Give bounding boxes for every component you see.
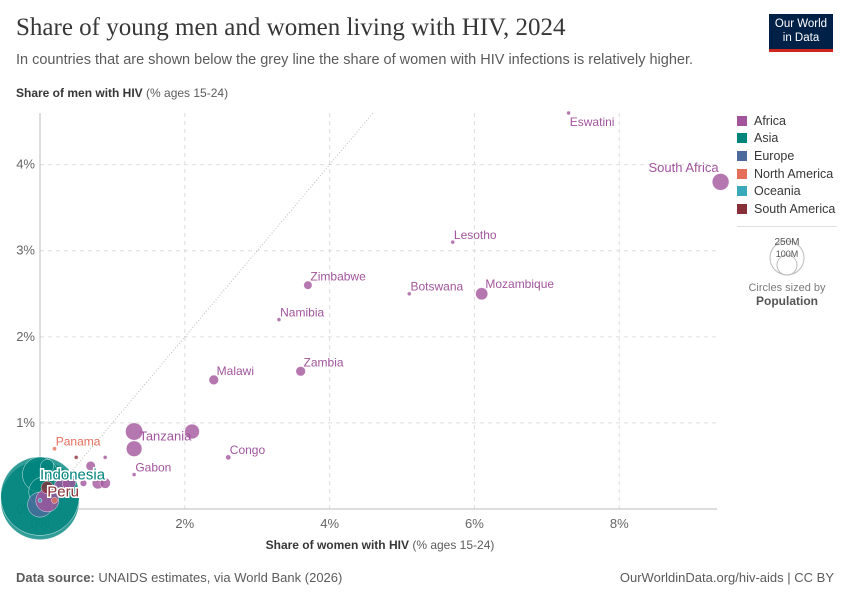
x-axis-label: Share of women with HIV (% ages 15-24) — [265, 538, 495, 552]
point-label: Eswatini — [570, 115, 615, 129]
data-point — [125, 422, 143, 441]
legend-item-europe[interactable]: Europe — [737, 147, 835, 165]
owid-logo[interactable]: Our World in Data — [769, 14, 833, 52]
data-point — [99, 477, 111, 489]
legend-item-africa[interactable]: Africa — [737, 112, 835, 130]
point-label: Malawi — [217, 364, 254, 378]
point-label: Panama — [56, 434, 101, 448]
x-tick-label: 2% — [175, 516, 194, 531]
point-label: Zambia — [304, 355, 344, 369]
data-point — [712, 173, 730, 191]
data-point — [52, 446, 57, 452]
footer-url[interactable]: OurWorldinData.org/hiv-aids | CC BY — [619, 570, 834, 585]
chart-subtitle: In countries that are shown below the gr… — [16, 52, 694, 68]
y-tick-label: 2% — [16, 329, 35, 344]
data-point — [85, 461, 96, 471]
size-legend-circles: 250M 100M — [769, 237, 805, 276]
data-point — [62, 476, 76, 491]
x-tick-label: 4% — [320, 516, 339, 531]
point-label: Tanzania — [139, 429, 192, 444]
point-label: Mozambique — [485, 277, 554, 291]
data-point — [295, 366, 306, 377]
point-label: Zimbabwe — [310, 270, 366, 284]
data-point — [79, 479, 87, 487]
x-tick-label: 6% — [465, 516, 484, 531]
data-point — [40, 459, 55, 473]
y-axis-label: Share of men with HIV (% ages 15-24) — [16, 86, 229, 100]
data-point — [51, 497, 58, 504]
data-point — [225, 454, 232, 461]
size-legend-big: 250M — [774, 237, 799, 248]
data-point — [276, 317, 282, 322]
data-point — [126, 440, 143, 457]
reference-line-equal-share — [39, 112, 374, 510]
point-label: Botswana — [410, 280, 463, 294]
data-point — [184, 423, 200, 440]
data-point — [566, 110, 571, 116]
data-point — [74, 455, 79, 460]
data-source: Data source: UNAIDS estimates, via World… — [16, 570, 343, 585]
point-label: Namibia — [280, 305, 324, 319]
point-label: South Africa — [649, 160, 720, 175]
data-point — [37, 498, 43, 503]
size-legend-caption: Circles sized by — [748, 282, 826, 294]
chart-title: Share of young men and women living with… — [16, 14, 566, 41]
point-label: Peru — [47, 483, 79, 500]
y-tick-label: 1% — [16, 415, 35, 430]
point-label: Lesotho — [454, 228, 497, 242]
data-point — [450, 239, 455, 245]
legend-item-south-america[interactable]: South America — [737, 200, 835, 218]
legend-item-north-america[interactable]: North America — [737, 165, 835, 183]
y-tick-label: 3% — [16, 243, 35, 258]
data-point — [102, 455, 108, 460]
data-point — [131, 472, 137, 477]
legend-item-oceania[interactable]: Oceania — [737, 182, 835, 200]
legend-item-asia[interactable]: Asia — [737, 130, 835, 148]
data-point — [208, 374, 219, 385]
data-point — [40, 481, 54, 494]
data-point — [303, 280, 313, 290]
point-label: Congo — [230, 443, 266, 457]
y-tick-label: 4% — [16, 157, 35, 172]
size-legend-variable: Population — [756, 294, 818, 308]
size-legend-small: 100M — [776, 249, 799, 259]
data-point — [407, 291, 412, 296]
data-point — [475, 287, 489, 301]
size-legend: 250M 100M Circles sized by Population — [737, 226, 837, 308]
x-tick-label: 8% — [610, 516, 629, 531]
legend: Africa Asia Europe North America Oceania… — [737, 112, 835, 218]
point-label: Gabon — [135, 460, 171, 474]
point-label: Indonesia — [40, 467, 106, 484]
